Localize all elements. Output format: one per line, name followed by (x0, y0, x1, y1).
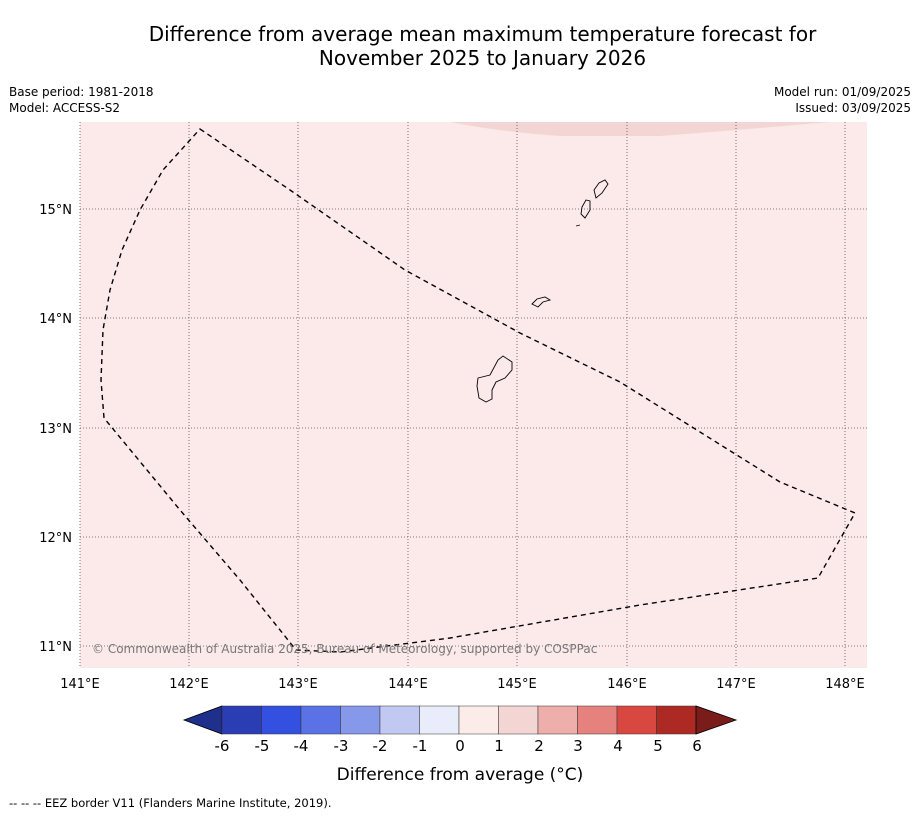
copyright-text: © Commonwealth of Australia 2025, Bureau… (92, 642, 597, 656)
north-anomaly-patch (450, 122, 830, 136)
cb-label-5: 5 (653, 737, 663, 755)
islands (476, 179, 609, 403)
colorbar-extend-high (695, 705, 738, 735)
meta-right: Model run: 01/09/2025 Issued: 03/09/2025 (774, 84, 911, 116)
colorbar-segment (616, 705, 657, 735)
aguijan-island (575, 224, 581, 227)
lon-tick-144: 144°E (388, 677, 428, 692)
colorbar-segment (656, 705, 697, 735)
colorbar-segment (340, 705, 381, 735)
meta-left: Base period: 1981-2018 Model: ACCESS-S2 (9, 84, 154, 116)
lon-tick-148: 148°E (825, 677, 865, 692)
colorbar (182, 705, 738, 735)
lon-tick-145: 145°E (497, 677, 537, 692)
cb-label-m6: -6 (215, 737, 230, 755)
colorbar-title: Difference from average (°C) (337, 765, 584, 785)
cb-label-m3: -3 (334, 737, 349, 755)
longitude-ticks: 141°E 142°E 143°E 144°E 145°E 146°E 147°… (60, 677, 865, 692)
colorbar-segment (221, 705, 262, 735)
base-period-text: Base period: 1981-2018 (9, 85, 154, 99)
colorbar-labels: -6 -5 -4 -3 -2 -1 0 1 2 3 4 5 6 (215, 737, 702, 755)
cb-label-m2: -2 (373, 737, 388, 755)
saipan-island (593, 179, 609, 199)
cb-label-1: 1 (494, 737, 504, 755)
model-text: Model: ACCESS-S2 (9, 101, 121, 115)
rota-island (531, 296, 552, 308)
model-run-text: Model run: 01/09/2025 (773, 85, 911, 99)
latitude-ticks: 15°N 14°N 13°N 12°N 11°N (39, 203, 72, 655)
cb-label-m1: -1 (413, 737, 428, 755)
lat-tick-13: 13°N (39, 422, 72, 437)
lat-tick-15: 15°N (39, 203, 72, 218)
colorbar-segment (419, 705, 460, 735)
cb-label-m5: -5 (255, 737, 270, 755)
colorbar-segment (577, 705, 618, 735)
lat-tick-11: 11°N (39, 640, 72, 655)
lon-tick-142: 142°E (169, 677, 209, 692)
colorbar-segment (379, 705, 420, 735)
title-line-2: November 2025 to January 2026 (318, 46, 647, 70)
lat-tick-12: 12°N (39, 531, 72, 546)
footer-legend: -- -- -- EEZ border V11 (Flanders Marine… (9, 796, 332, 810)
lon-tick-143: 143°E (278, 677, 318, 692)
cb-label-2: 2 (534, 737, 544, 755)
colorbar-segment (300, 705, 341, 735)
guam-island (476, 355, 513, 403)
lon-tick-141: 141°E (60, 677, 100, 692)
issued-text: Issued: 03/09/2025 (795, 101, 911, 115)
cb-label-m4: -4 (294, 737, 309, 755)
cb-label-6: 6 (692, 737, 702, 755)
lon-tick-146: 146°E (607, 677, 647, 692)
title-line-1: Difference from average mean maximum tem… (148, 22, 817, 46)
cb-label-3: 3 (573, 737, 583, 755)
colorbar-segment (261, 705, 302, 735)
lon-tick-147: 147°E (716, 677, 756, 692)
page-title: Difference from average mean maximum tem… (0, 22, 919, 70)
tinian-island (580, 199, 591, 219)
lat-tick-14: 14°N (39, 312, 72, 327)
colorbar-segment (537, 705, 578, 735)
colorbar-segment (498, 705, 539, 735)
map-background (80, 122, 867, 668)
cb-label-0: 0 (455, 737, 465, 755)
cb-label-4: 4 (613, 737, 623, 755)
eez-border (100, 128, 857, 653)
gridlines (79, 122, 867, 668)
colorbar-segment (458, 705, 499, 735)
colorbar-extend-low (182, 705, 223, 735)
